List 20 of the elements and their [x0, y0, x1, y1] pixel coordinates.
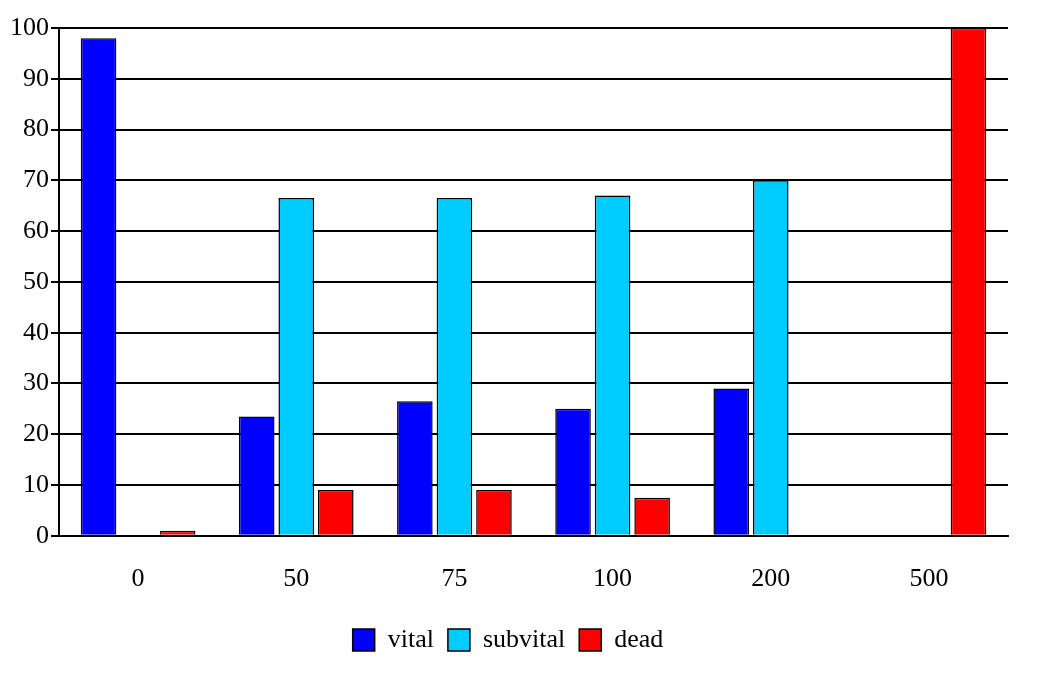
y-tick-label: 60	[23, 214, 49, 244]
y-tick-label: 0	[36, 519, 49, 549]
x-tick-label: 75	[441, 563, 468, 593]
y-tick-label: 70	[23, 164, 49, 194]
y-tick-label: 80	[23, 113, 49, 143]
y-tick-label: 20	[23, 418, 49, 448]
y-tick-label: 10	[23, 468, 49, 498]
x-tick-label: 0	[131, 563, 145, 593]
legend-label: vital	[387, 623, 434, 653]
y-tick-label: 90	[23, 62, 49, 92]
y-tick-label: 30	[23, 367, 49, 397]
x-tick-label: 500	[909, 563, 949, 593]
y-tick-label: 40	[23, 316, 49, 346]
x-tick-label: 50	[283, 563, 310, 593]
x-tick-label: 200	[751, 563, 791, 593]
legend-label: subvital	[482, 623, 566, 653]
x-tick-label: 100	[593, 563, 633, 593]
legend-label: dead	[614, 623, 664, 653]
y-tick-label: 100	[10, 11, 49, 41]
y-tick-label: 50	[23, 265, 49, 295]
